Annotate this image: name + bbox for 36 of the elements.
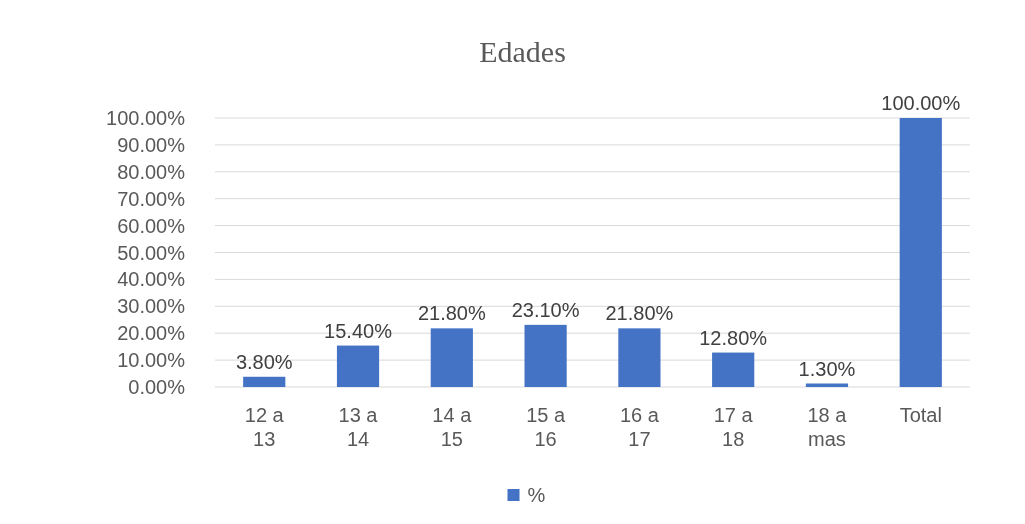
x-tick-label: 17 a 18 (713, 404, 754, 450)
bar (243, 376, 286, 387)
chart-title: Edades (479, 35, 566, 68)
y-tick-label: 10.00% (117, 349, 186, 372)
x-tick-label: 15 a 16 (526, 404, 566, 450)
y-tick-label: 90.00% (117, 133, 186, 156)
y-tick-label: 20.00% (117, 322, 186, 345)
bar (430, 328, 473, 387)
y-tick-label: 80.00% (117, 160, 186, 183)
y-tick-label: 0.00% (128, 376, 186, 398)
bar (336, 345, 380, 387)
bar (899, 118, 942, 387)
x-tick-label: 12 a 13 (244, 404, 285, 450)
y-tick-label: 100.00% (106, 107, 186, 129)
data-label: 23.10% (511, 298, 580, 321)
bar (618, 328, 661, 387)
legend-label: % (527, 484, 546, 506)
data-label: 21.80% (417, 302, 486, 325)
bar (524, 324, 567, 387)
x-tick-label: 18 a mas (807, 404, 848, 450)
x-tick-label: 13 a 14 (338, 404, 379, 450)
y-tick-label: 60.00% (117, 214, 186, 237)
data-label: 3.80% (235, 350, 293, 373)
data-label: 100.00% (881, 92, 961, 114)
x-tick-label: 14 a 15 (432, 404, 473, 450)
data-label: 15.40% (324, 319, 393, 342)
data-label: 21.80% (605, 302, 674, 325)
data-label: 1.30% (798, 357, 856, 380)
y-tick-label: 30.00% (117, 295, 186, 318)
y-tick-label: 50.00% (117, 241, 186, 264)
y-tick-label: 40.00% (117, 268, 186, 291)
x-tick-label: Total (899, 404, 942, 426)
bar (712, 352, 755, 387)
data-label: 12.80% (699, 326, 768, 349)
y-tick-label: 70.00% (117, 187, 186, 210)
x-tick-label: 16 a 17 (619, 404, 660, 450)
